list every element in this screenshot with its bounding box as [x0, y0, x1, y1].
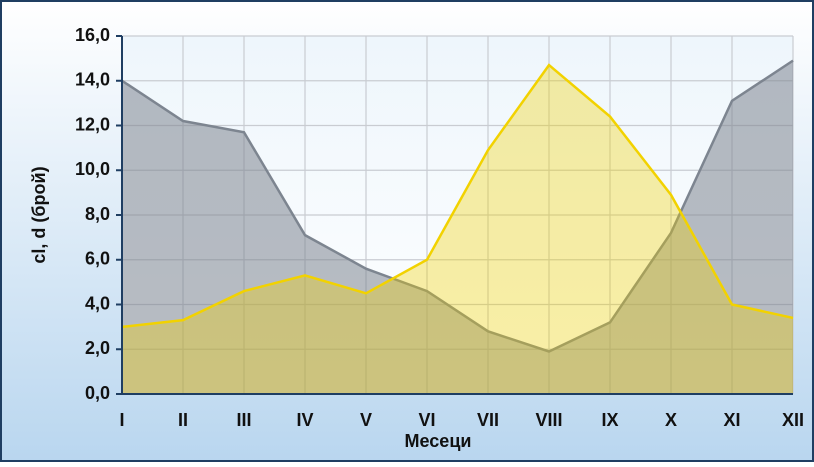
x-tick-label: VIII — [535, 410, 562, 430]
y-tick-label: 12,0 — [75, 114, 110, 134]
y-tick-label: 10,0 — [75, 159, 110, 179]
x-tick-label: X — [665, 410, 677, 430]
y-tick-label: 2,0 — [85, 338, 110, 358]
x-tick-label: I — [119, 410, 124, 430]
x-tick-label: II — [178, 410, 188, 430]
x-tick-label: XII — [782, 410, 804, 430]
x-tick-label: VI — [418, 410, 435, 430]
x-axis-label: Месеци — [405, 431, 472, 451]
x-tick-label: IV — [296, 410, 313, 430]
line — [121, 63, 794, 329]
y-tick-label: 8,0 — [85, 204, 110, 224]
y-tick-label: 4,0 — [85, 293, 110, 313]
area — [122, 65, 793, 395]
x-tick-label: VII — [477, 410, 499, 430]
x-tick-label: XI — [723, 410, 740, 430]
y-axis-label: cl, d (брой) — [29, 166, 49, 263]
x-tick-label: III — [236, 410, 251, 430]
y-tick-label: 16,0 — [75, 25, 110, 45]
x-tick-label: V — [360, 410, 372, 430]
y-tick-label: 6,0 — [85, 249, 110, 269]
area — [122, 60, 793, 395]
y-tick-label: 14,0 — [75, 70, 110, 90]
x-tick-label: IX — [601, 410, 618, 430]
y-tick-label: 0,0 — [85, 383, 110, 403]
